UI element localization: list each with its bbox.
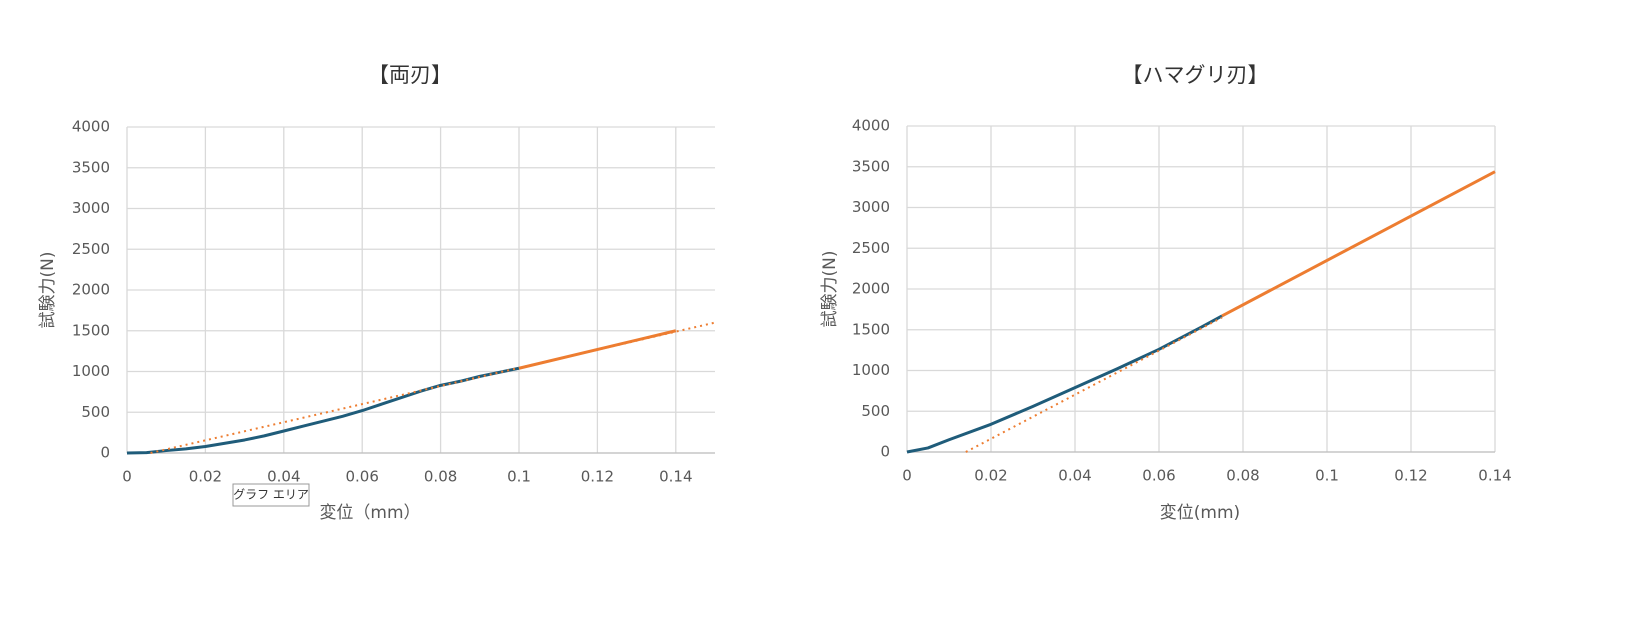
x-axis-title: 変位(mm): [1160, 503, 1240, 523]
y-tick-label: 2500: [72, 240, 110, 258]
y-tick-label: 2000: [852, 280, 890, 298]
y-tick-label: 1000: [72, 362, 110, 380]
tooltip-box: [232, 483, 310, 507]
y-tick-label: 500: [81, 403, 110, 421]
y-tick-label: 3500: [852, 157, 890, 175]
series-line: [1221, 170, 1496, 318]
charts: 【両刃】試験力(N) 変位（mm） 0 500 1000 1500 2000 2500 3000…: [38, 63, 1512, 523]
y-tick-label: 2000: [72, 281, 110, 299]
series-line: [126, 366, 520, 455]
y-tick-label: 2500: [852, 239, 890, 257]
y-tick-label: 3000: [852, 198, 890, 216]
x-tick-label: 0.04: [267, 468, 300, 486]
x-tick-label: 0.14: [659, 468, 692, 486]
x-tick-label: 0.02: [189, 468, 222, 486]
series-line: [906, 314, 1223, 454]
trendline: [150, 321, 716, 454]
y-tick-label: 3000: [72, 199, 110, 217]
chart-title: 【ハマグリ刃】: [1122, 63, 1269, 87]
x-tick-label: 0.08: [424, 468, 457, 486]
x-tick-label: 0: [902, 467, 912, 485]
y-axis-title: 試験力(N): [38, 252, 58, 329]
series-line: [518, 329, 677, 370]
y-tick-label: 4000: [72, 118, 110, 136]
x-tick-label: 0.08: [1226, 467, 1259, 485]
y-tick-label: 4000: [852, 117, 890, 135]
tooltip-text: グラフ エリア: [233, 488, 309, 502]
x-tick-label: 0.1: [507, 468, 531, 486]
x-tick-label: 0: [122, 468, 132, 486]
y-axis-title: 試験力(N): [820, 251, 840, 328]
x-tick-label: 0.04: [1058, 467, 1091, 485]
y-tick-label: 1500: [72, 321, 110, 339]
trendline: [965, 316, 1223, 453]
x-tick-label: 0.02: [974, 467, 1007, 485]
x-tick-label: 0.12: [1394, 467, 1427, 485]
tooltip: グラフ エリア: [232, 483, 310, 507]
chart-title: 【両刃】: [368, 63, 452, 87]
y-tick-label: 0: [880, 443, 890, 461]
chart: 【ハマグリ刃】試験力(N) 変位(mm) 0 500 1000 1500 2000 2500 3…: [820, 63, 1512, 523]
x-tick-label: 0.06: [1142, 467, 1175, 485]
x-tick-label: 0.1: [1315, 467, 1339, 485]
y-tick-label: 500: [861, 402, 890, 420]
chart: 【両刃】試験力(N) 変位（mm） 0 500 1000 1500 2000 2500 3000…: [38, 63, 716, 523]
y-tick-label: 1000: [852, 361, 890, 379]
x-axis-title: 変位（mm）: [319, 503, 420, 523]
x-tick-label: 0.06: [345, 468, 378, 486]
x-tick-label: 0.12: [581, 468, 614, 486]
y-tick-label: 0: [100, 444, 110, 462]
y-tick-label: 1500: [852, 320, 890, 338]
y-tick-label: 3500: [72, 158, 110, 176]
x-tick-label: 0.14: [1478, 467, 1511, 485]
